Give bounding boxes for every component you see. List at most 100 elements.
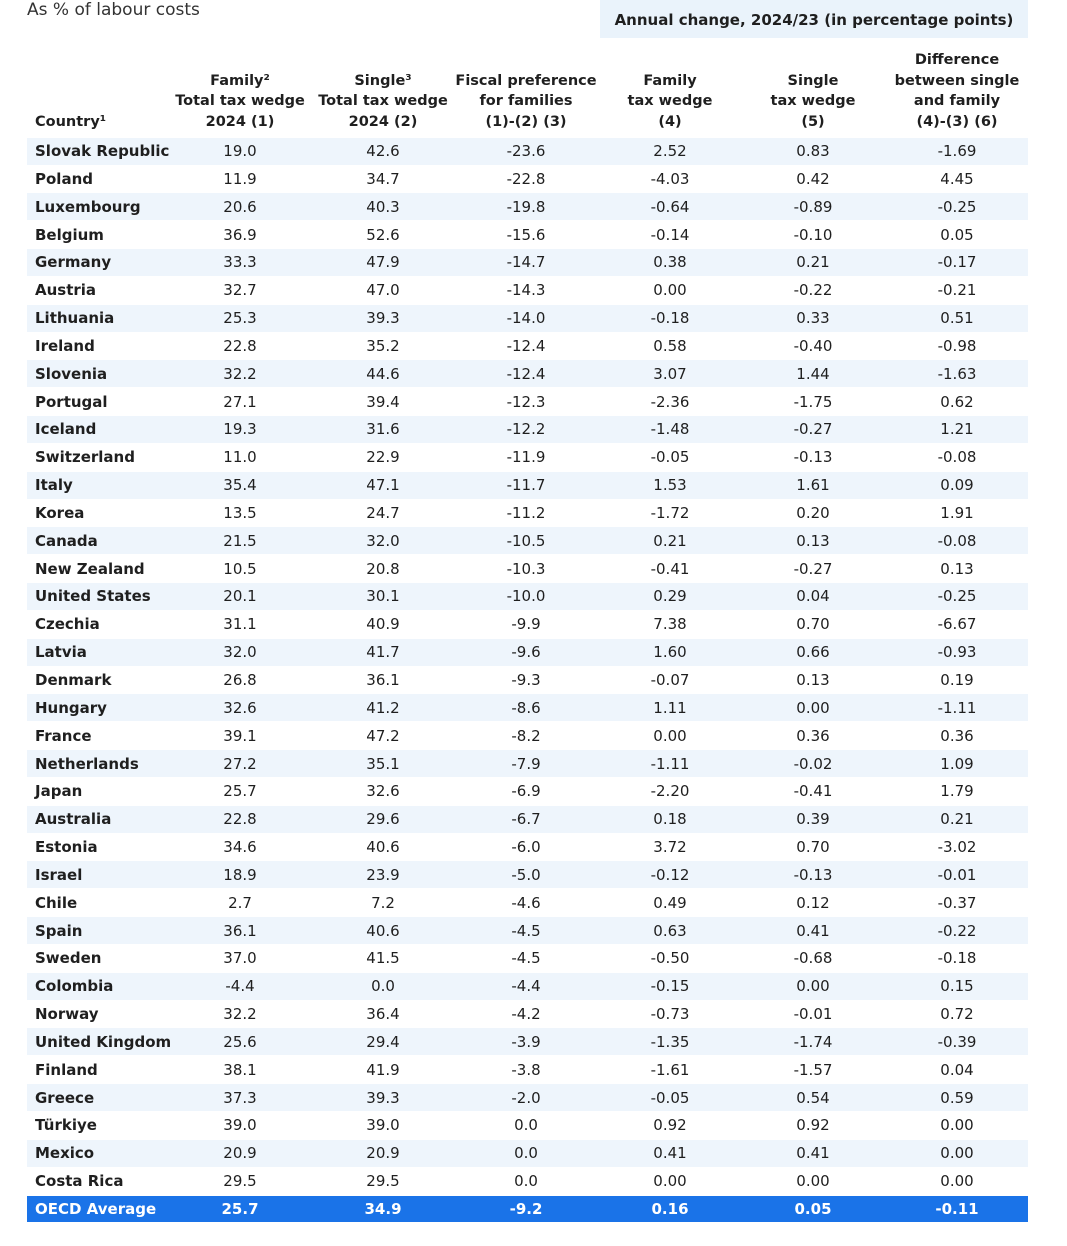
table-cell: -9.9 [511, 615, 541, 634]
table-cell: 7.38 [653, 615, 687, 634]
table-cell: 27.2 [223, 754, 257, 773]
table-cell: 39.4 [366, 392, 400, 411]
column-header: for families [479, 93, 573, 110]
table-cell: 25.7 [223, 782, 257, 801]
table-cell: -0.41 [650, 559, 690, 578]
table-cell: 0.36 [796, 726, 830, 745]
table-cell: -0.05 [650, 448, 690, 467]
table-cell: -1.63 [937, 364, 977, 383]
table-cell: 32.7 [223, 281, 257, 300]
table-cell: -14.0 [506, 309, 546, 328]
average-cell: 0.16 [651, 1200, 689, 1218]
table-cell: -10.0 [506, 587, 546, 606]
table-cell: 26.8 [223, 671, 257, 689]
table-cell: 32.6 [366, 782, 400, 801]
table-cell: 35.4 [223, 476, 257, 495]
table-cell: 40.6 [366, 921, 400, 940]
table-cell: -0.41 [793, 782, 833, 801]
table-cell: -0.08 [937, 531, 977, 550]
table-cell: 0.0 [514, 1116, 538, 1135]
table-cell: -22.8 [506, 169, 546, 188]
table-cell: -0.15 [650, 977, 690, 996]
row-stripe [27, 471, 1028, 499]
group-header-text: Annual change, 2024/23 (in percentage po… [614, 11, 1014, 29]
table-cell: 32.2 [223, 364, 257, 383]
table-cell: 3.07 [653, 364, 687, 383]
table-cell: 0.04 [940, 1060, 974, 1079]
table-cell: 1.21 [940, 420, 974, 439]
table-cell: 27.1 [223, 392, 257, 411]
table-cell: -1.48 [650, 420, 690, 439]
country-name: New Zealand [35, 559, 145, 578]
table-cell: -1.11 [937, 698, 977, 717]
country-name: United States [35, 587, 151, 606]
average-label: OECD Average [35, 1200, 157, 1218]
table-cell: -4.5 [511, 949, 541, 968]
country-name: Canada [35, 531, 98, 550]
table-cell: 0.00 [653, 726, 687, 745]
table-cell: 32.2 [223, 1005, 257, 1024]
table-cell: 1.11 [653, 698, 687, 717]
table-cell: 24.7 [366, 503, 400, 522]
table-cell: 35.1 [366, 754, 400, 773]
row-stripe [27, 193, 1028, 221]
table-cell: 1.61 [796, 476, 830, 495]
table-cell: 2.7 [228, 893, 252, 912]
row-stripe [27, 750, 1028, 778]
column-header: Total tax wedge [175, 93, 305, 110]
table-cell: -4.2 [511, 1005, 541, 1024]
table-cell: -4.4 [225, 977, 255, 996]
table-cell: 22.9 [366, 448, 400, 467]
table-cell: 0.42 [796, 169, 830, 188]
table-cell: -12.4 [506, 336, 546, 355]
table-cell: 0.72 [940, 1005, 974, 1024]
table-cell: -2.0 [511, 1088, 541, 1107]
table-cell: 0.92 [796, 1116, 830, 1135]
table-cell: -23.6 [506, 142, 546, 160]
table-cell: 33.3 [223, 253, 257, 272]
country-name: Sweden [35, 949, 102, 968]
column-header: Total tax wedge [318, 93, 448, 110]
table-cell: 47.9 [366, 253, 400, 272]
column-header: and family [913, 93, 1001, 110]
table-cell: -6.0 [511, 838, 541, 857]
table-cell: 36.4 [366, 1005, 400, 1024]
country-name: Germany [35, 253, 112, 272]
table-cell: 1.53 [653, 476, 687, 495]
table-cell: 32.6 [223, 698, 257, 717]
row-stripe [27, 304, 1028, 332]
table-cell: 44.6 [366, 364, 400, 383]
table-cell: 0.21 [796, 253, 830, 272]
row-stripe [27, 805, 1028, 833]
table-cell: 0.0 [514, 1172, 538, 1191]
table-cell: -12.3 [506, 392, 546, 411]
average-cell: 34.9 [364, 1200, 402, 1218]
country-name: Netherlands [35, 754, 139, 773]
table-cell: 1.91 [940, 503, 974, 522]
table-cell: -1.75 [793, 392, 833, 411]
table-cell: 52.6 [366, 225, 400, 244]
table-cell: 0.21 [653, 531, 687, 550]
country-name: Slovak Republic [35, 142, 170, 160]
table-cell: 20.9 [366, 1144, 400, 1163]
country-name: Japan [35, 782, 83, 801]
country-name: Australia [35, 810, 112, 829]
table-cell: 30.1 [366, 587, 400, 606]
table-cell: -0.17 [937, 253, 977, 272]
table-cell: -4.4 [511, 977, 541, 996]
country-name: Lithuania [35, 309, 115, 328]
table-cell: 41.7 [366, 643, 400, 662]
table-cell: 0.62 [940, 392, 974, 411]
row-stripe [27, 861, 1028, 889]
table-cell: 0.39 [796, 810, 830, 829]
table-cell: 0.70 [796, 838, 830, 857]
table-cell: -12.2 [506, 420, 546, 439]
column-header: 2024 (2) [348, 114, 418, 130]
table-cell: 0.36 [940, 726, 974, 745]
table-cell: 0.13 [796, 671, 830, 689]
table-cell: 35.2 [366, 336, 400, 355]
average-cell: 0.05 [794, 1200, 832, 1218]
table-cell: 0.00 [796, 977, 830, 996]
table-cell: 0.18 [653, 810, 687, 829]
